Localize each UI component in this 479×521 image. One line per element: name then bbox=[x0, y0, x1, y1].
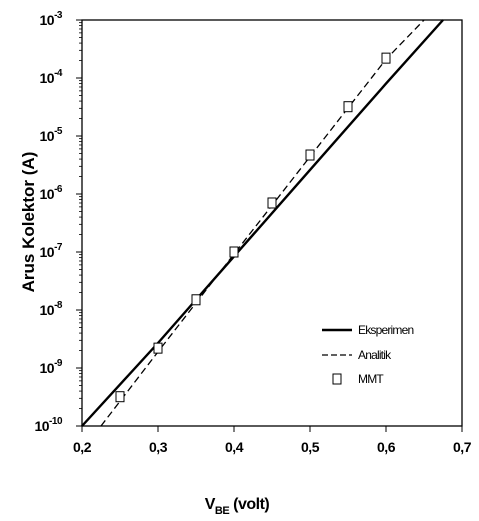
y-tick-label-2: 10-8 bbox=[40, 300, 63, 318]
y-tick-label-4: 10-6 bbox=[40, 184, 63, 202]
y-tick-label-0: 10-10 bbox=[34, 416, 62, 434]
y-tick-label-7: 10-3 bbox=[40, 10, 63, 28]
mmt-marker-6 bbox=[343, 101, 353, 113]
mmt-marker-4 bbox=[267, 197, 277, 209]
x-axis-label: VBE (volt) bbox=[205, 496, 270, 517]
x-tick-label-5: 0,7 bbox=[453, 439, 472, 455]
y-tick-label-6: 10-4 bbox=[40, 68, 63, 86]
legend-mmt-label: MMT bbox=[358, 372, 384, 386]
y-tick-label-3: 10-7 bbox=[40, 242, 63, 260]
legend-mmt-swatch bbox=[332, 373, 342, 385]
series-layer bbox=[81, 19, 444, 427]
mmt-marker-7 bbox=[381, 52, 391, 64]
mmt-marker-2 bbox=[191, 294, 201, 306]
legend: Eksperimen Analitik MMT bbox=[322, 323, 414, 386]
legend-analitik-label: Analitik bbox=[358, 348, 392, 362]
mmt-marker-0 bbox=[115, 391, 125, 403]
y-tick-label-1: 10-9 bbox=[40, 358, 63, 376]
y-axis-label: Arus Kolektor (A) bbox=[19, 152, 38, 293]
legend-eksperimen-label: Eksperimen bbox=[358, 323, 413, 337]
x-tick-label-4: 0,6 bbox=[377, 439, 396, 455]
plot-area bbox=[81, 19, 463, 427]
mmt-marker-5 bbox=[305, 149, 315, 161]
x-tick-label-3: 0,5 bbox=[301, 439, 320, 455]
mmt-marker-3 bbox=[229, 246, 239, 258]
series-eksperimen-line bbox=[81, 19, 444, 427]
mmt-marker-1 bbox=[153, 342, 163, 354]
ticks-layer: 0,2 0,3 0,4 0,5 0,6 0,7 10-10 10-9 10-8 10-7 10-6 1… bbox=[34, 10, 472, 455]
plot-frame bbox=[81, 19, 463, 427]
y-tick-label-5: 10-5 bbox=[40, 126, 63, 144]
x-tick-label-2: 0,4 bbox=[225, 439, 244, 455]
x-tick-label-0: 0,2 bbox=[73, 439, 92, 455]
x-tick-label-1: 0,3 bbox=[149, 439, 168, 455]
